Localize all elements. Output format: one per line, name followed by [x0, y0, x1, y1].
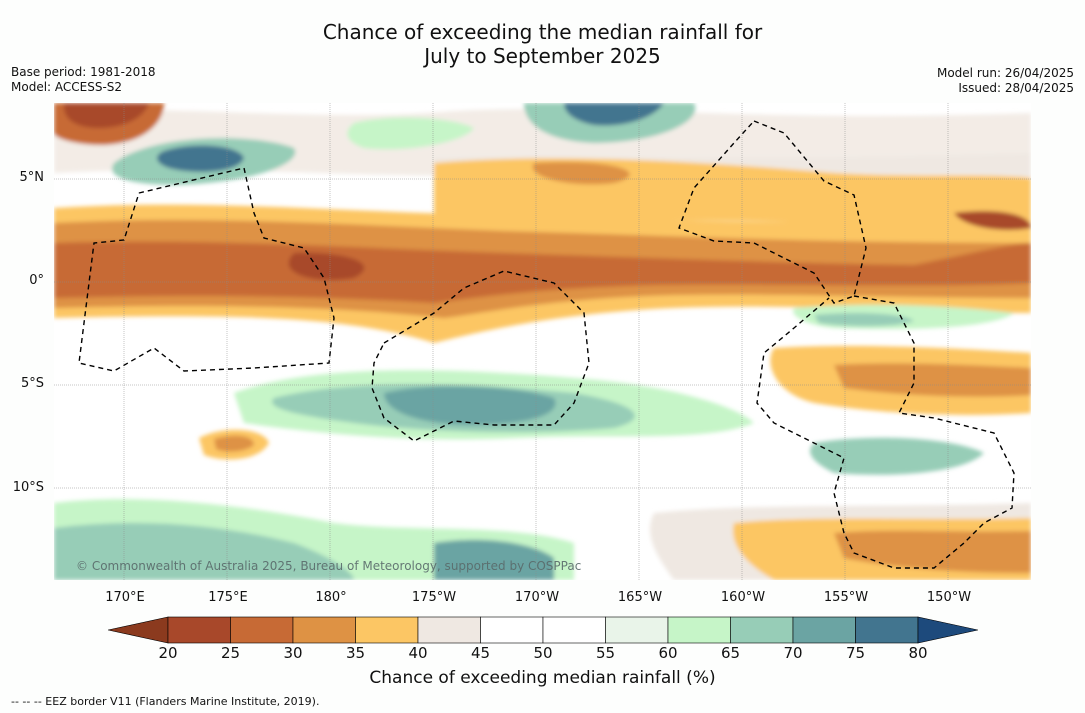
colorbar-cell — [230, 616, 294, 644]
band-25-equator — [288, 252, 365, 281]
colorbar-tick-label: 50 — [533, 644, 553, 662]
colorbar-tick-label: 35 — [345, 644, 366, 662]
title-line-2: July to September 2025 — [424, 44, 661, 68]
lon-label-175w: 175°W — [411, 590, 457, 605]
rainfall-map — [54, 103, 1031, 580]
lat-label-10s: 10°S — [12, 480, 44, 495]
map-title: Chance of exceeding the median rainfall … — [0, 20, 1085, 68]
colorbar-cell — [730, 616, 794, 644]
wet-band-south-core — [384, 385, 556, 425]
colorbar-tick-label: 45 — [470, 644, 491, 662]
wet-patch-n2 — [347, 117, 474, 150]
colorbar-tick-label: 20 — [158, 644, 178, 662]
base-period-label: Base period: 1981-2018 — [11, 65, 156, 79]
colorbar-tick-label: 60 — [658, 644, 678, 662]
issued-label: Issued: 28/04/2025 — [958, 81, 1074, 95]
eez-border-kiribati-gilbert — [78, 167, 335, 372]
model-run-label: Model run: 26/04/2025 — [936, 66, 1074, 80]
colorbar-tick-label: 80 — [908, 644, 928, 662]
band-25-equator-2 — [954, 211, 1031, 230]
colorbar-cell — [167, 616, 231, 644]
colorbar — [108, 616, 978, 644]
colorbar-cell — [667, 616, 731, 644]
eez-legend-note: -- -- -- EEZ border V11 (Flanders Marine… — [11, 695, 320, 708]
dry-patch-sw-core — [214, 435, 254, 452]
colorbar-cell — [355, 616, 419, 644]
lon-label-180: 180° — [315, 590, 347, 605]
meta-right: Model run: 26/04/2025 Issued: 28/04/2025 — [937, 66, 1074, 96]
lon-label-170w: 170°W — [514, 590, 560, 605]
colorbar-tick-label: 25 — [220, 644, 241, 662]
lon-label-155w: 155°W — [823, 590, 869, 605]
eez-border-line-islands — [678, 120, 867, 304]
colorbar-title: Chance of exceeding median rainfall (%) — [369, 668, 716, 688]
wet-patch-n1-core — [157, 145, 244, 172]
colorbar-cell — [417, 616, 481, 644]
eez-border-south-line — [756, 295, 1015, 569]
wet-band-east — [810, 437, 984, 475]
wet-band-east-2-core — [814, 313, 914, 327]
lon-label-170e: 170°E — [105, 590, 145, 605]
title-line-1: Chance of exceeding the median rainfall … — [322, 20, 763, 44]
band-35-north — [532, 162, 630, 185]
graticule — [54, 103, 1031, 580]
lat-label-0: 0° — [29, 273, 44, 288]
colorbar-tick-label: 40 — [408, 644, 428, 662]
colorbar-cell — [605, 616, 669, 644]
colorbar-tick-label: 70 — [783, 644, 803, 662]
copyright-credit: © Commonwealth of Australia 2025, Bureau… — [76, 559, 582, 573]
dry-band-se-core — [834, 363, 1031, 397]
lon-label-175e: 175°E — [208, 590, 248, 605]
lon-label-165w: 165°W — [617, 590, 663, 605]
colorbar-tick-label: 65 — [720, 644, 741, 662]
dry-band-bottom-east-3 — [834, 530, 1031, 573]
eez-border-phoenix — [371, 270, 590, 442]
rainfall-map-svg — [54, 103, 1031, 580]
colorbar-tick-label: 55 — [595, 644, 616, 662]
wet-band-bottom-mid — [54, 523, 354, 580]
colorbar-cell — [542, 616, 606, 644]
colorbar-tick-label: 30 — [283, 644, 303, 662]
lon-label-160w: 160°W — [720, 590, 766, 605]
meta-left: Base period: 1981-2018 Model: ACCESS-S2 — [11, 65, 156, 95]
colorbar-cell — [855, 616, 919, 644]
dry-patch-nw-core — [63, 103, 149, 128]
wet-band-bottom-core — [434, 539, 554, 580]
colorbar-extend-high — [917, 616, 978, 644]
lon-label-150w: 150°W — [926, 590, 972, 605]
colorbar-cell — [292, 616, 356, 644]
colorbar-tick-label: 75 — [845, 644, 866, 662]
lat-label-5s: 5°S — [20, 376, 44, 391]
model-label: Model: ACCESS-S2 — [11, 80, 123, 94]
eez-borders — [78, 120, 1015, 569]
colorbar-cell — [480, 616, 544, 644]
colorbar-extend-low — [108, 616, 169, 644]
lat-label-5n: 5°N — [19, 170, 45, 185]
colorbar-cell — [792, 616, 856, 644]
